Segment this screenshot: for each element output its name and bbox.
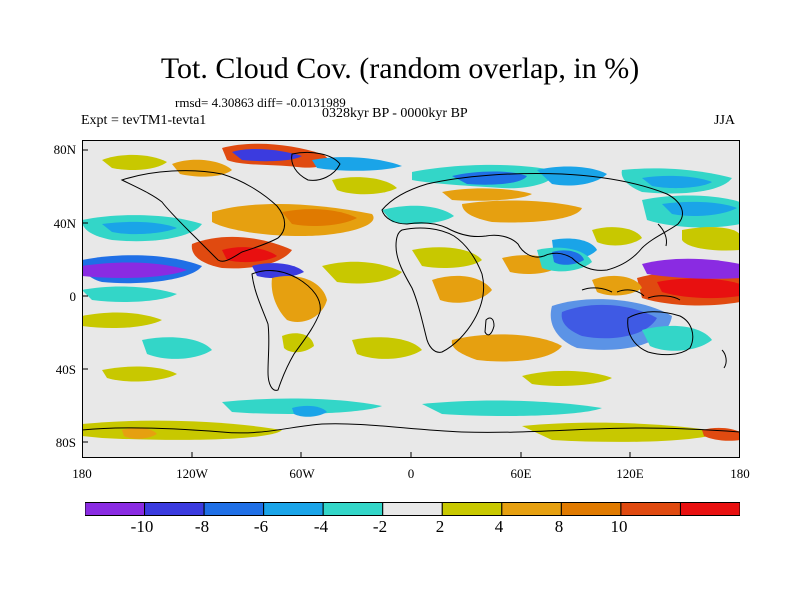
w-pacific-dark-red <box>657 278 740 299</box>
e-pacific-purple-core <box>82 262 187 278</box>
new-zealand-coast <box>721 349 727 369</box>
arctic-anomalies <box>102 143 732 201</box>
indonesia-coast <box>581 287 681 301</box>
rmsd-diff-stats: rmsd= 4.30863 diff= -0.0131989 <box>175 95 346 110</box>
colorbar-box-2 <box>203 502 265 516</box>
season-label: JJA <box>714 113 736 128</box>
colorbar-label-m8: -8 <box>194 517 210 536</box>
lon-label-0: 0 <box>407 466 415 481</box>
e-pacific-yellow <box>82 312 162 328</box>
s-america-orange <box>271 276 327 322</box>
north-america-coast <box>120 170 286 262</box>
asia-orange-mid <box>462 200 582 223</box>
colorbar-box-8 <box>560 502 622 516</box>
map-background <box>82 140 740 458</box>
siberia-blue-core <box>452 171 527 185</box>
colorbar-box-9 <box>620 502 681 516</box>
time-period-label: 0328kyr BP - 0000kyr BP <box>322 106 468 121</box>
colorbar-label-2: 2 <box>435 517 445 536</box>
experiment-label: Expt = tevTM1-tevta1 <box>81 113 207 128</box>
europe-yellow <box>332 177 397 195</box>
south-america-coast <box>251 270 321 391</box>
antarctic-yellow-east <box>522 422 722 442</box>
east-siberia-blue <box>537 166 607 186</box>
madagascar-coast <box>484 317 495 336</box>
colorbar-box-3 <box>263 502 324 516</box>
alaska-yellow <box>102 154 167 170</box>
n-atlantic-red-core <box>282 209 357 226</box>
antarctic-blue-patch <box>292 405 327 417</box>
africa-orange <box>432 275 492 303</box>
s-pacific-cyan <box>142 337 212 359</box>
colorbar-label-10: 10 <box>610 517 628 536</box>
colorbar-box-4 <box>322 502 384 516</box>
lat-label-80s: 80S <box>55 435 76 450</box>
indian-ocean-blue-ring <box>550 299 672 350</box>
east-pacific-cyan <box>82 286 177 302</box>
colorbar-label-4: 4 <box>494 517 504 536</box>
arctic-blue-patch <box>232 149 302 162</box>
trop-atlantic-yellow <box>322 261 402 284</box>
greenland-coast <box>291 151 341 181</box>
colorbar-label-8: 8 <box>554 517 564 536</box>
pacific-n-blue <box>642 175 712 189</box>
africa-yellow <box>412 247 482 268</box>
plot-title: Tot. Cloud Cov. (random overlap, in %) <box>160 52 640 85</box>
europe-asia-coast <box>381 172 683 271</box>
antarctic-orange-patches <box>122 427 157 439</box>
colorbar-box-0 <box>85 502 146 516</box>
lon-label-180w: 180 <box>72 466 92 481</box>
lat-label-80n: 80N <box>53 142 76 157</box>
coastlines <box>82 151 740 434</box>
china-yellow <box>592 227 642 246</box>
s-ocean-yellow-1 <box>102 366 177 382</box>
australia-cyan <box>642 325 712 351</box>
colorbar-box-6 <box>441 502 503 516</box>
lon-label-60w: 60W <box>289 466 315 481</box>
arctic-cyan-patch <box>312 157 402 171</box>
northern-midlatitude-anomalies <box>82 195 740 260</box>
japan-coast <box>657 223 667 247</box>
colorbar-label-m4: -4 <box>313 517 329 536</box>
colorbar-label-m10: -10 <box>130 517 154 536</box>
s-atlantic-yellow <box>352 337 422 359</box>
colorbar-box-5 <box>382 502 443 516</box>
s-africa-orange-band <box>451 334 562 362</box>
australia-coast <box>627 311 694 356</box>
lon-label-180e: 180 <box>730 466 750 481</box>
lon-label-60e: 60E <box>510 466 532 481</box>
s-ocean-yellow-2 <box>522 370 612 386</box>
asia-orange-strip <box>442 188 532 201</box>
africa-coast <box>395 227 485 353</box>
mid-atlantic-cyan <box>382 205 454 224</box>
w-pacific-yellow <box>682 227 740 251</box>
canada-orange <box>172 159 232 177</box>
colorbar-box-10 <box>679 502 740 516</box>
colorbar <box>85 502 740 516</box>
n-pacific-blue-core <box>102 221 177 235</box>
colorbar-label-m6: -6 <box>253 517 269 536</box>
nw-pacific-blue <box>662 201 737 216</box>
colorbar-box-7 <box>501 502 562 516</box>
s-ocean-cyan-strip-2 <box>422 400 602 416</box>
indonesia-orange <box>592 275 642 296</box>
colorbar-box-1 <box>144 502 205 516</box>
lon-label-120e: 120E <box>616 466 644 481</box>
antarctica-coast <box>82 423 740 434</box>
caribbean-purple <box>252 263 304 279</box>
map-ticks <box>82 149 631 458</box>
colorbar-label-m2: -2 <box>372 517 388 536</box>
lat-label-40s: 40S <box>55 362 76 377</box>
lon-label-120w: 120W <box>176 466 208 481</box>
cloud-cover-anomaly-map <box>82 140 740 458</box>
southern-hemisphere-anomalies <box>82 299 740 442</box>
lat-label-40n: 40N <box>53 216 76 231</box>
w-pacific-purple-band <box>642 258 740 279</box>
lat-label-eq: 0 <box>69 289 77 304</box>
central-america-dark-red <box>222 247 277 263</box>
